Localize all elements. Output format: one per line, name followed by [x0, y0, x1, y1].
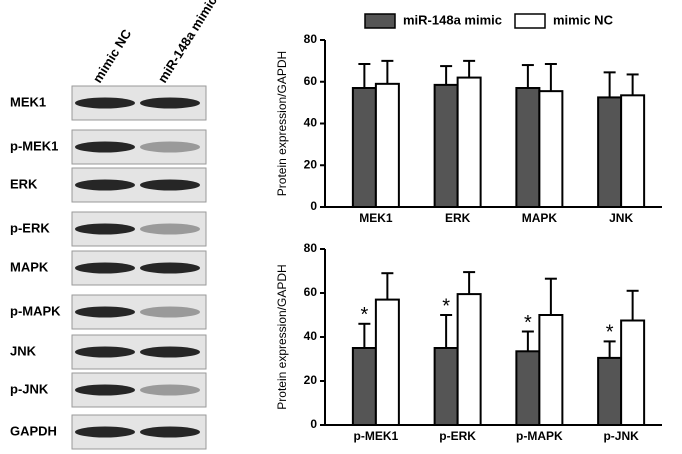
y-tick-label: 80: [304, 32, 318, 46]
y-tick-label: 0: [310, 417, 317, 431]
bar: [456, 293, 482, 426]
bar: [515, 350, 541, 426]
legend-label: miR-148a mimic: [403, 12, 502, 27]
significance-mark: *: [442, 295, 450, 317]
band: [140, 179, 200, 191]
y-tick-label: 60: [304, 285, 318, 299]
x-tick-label: p-MEK1: [354, 429, 399, 443]
bar: [433, 83, 459, 208]
x-tick-label: p-MAPK: [516, 429, 563, 443]
y-tick-label: 40: [304, 116, 318, 130]
band: [140, 223, 200, 235]
significance-mark: *: [524, 312, 532, 334]
legend-label: mimic NC: [553, 12, 614, 27]
bar: [374, 298, 400, 427]
band: [75, 306, 135, 318]
bar: [538, 90, 564, 208]
row-label: MEK1: [10, 94, 46, 109]
row-label: GAPDH: [10, 423, 57, 438]
bar: [597, 356, 623, 426]
band: [140, 426, 200, 438]
band: [75, 97, 135, 109]
y-tick-label: 20: [304, 157, 318, 171]
row-label: ERK: [10, 176, 38, 191]
western-blot: mimic NC miR-148a mimic MEK1 p-MEK1 ERK p-ERK…: [10, 0, 220, 450]
bar: [515, 87, 541, 208]
y-axis-label: Protein expression/GAPDH: [275, 264, 289, 409]
band: [75, 141, 135, 153]
band: [75, 262, 135, 274]
band: [140, 262, 200, 274]
band: [140, 384, 200, 396]
band: [75, 179, 135, 191]
bar-chart: Protein expression/GAPDH 0 20 40 60 80 MEK1 ERK…: [275, 32, 662, 225]
blot-strip: [71, 294, 207, 330]
row-label: p-MEK1: [10, 138, 58, 153]
row-label: p-ERK: [10, 220, 50, 235]
x-tick-label: ERK: [445, 211, 471, 225]
x-tick-label: p-ERK: [439, 429, 476, 443]
legend: miR-148a mimic mimic NC: [364, 12, 614, 29]
x-tick-label: MEK1: [359, 211, 393, 225]
bar: [597, 96, 623, 208]
significance-mark: *: [606, 322, 614, 344]
bar-chart: Protein expression/GAPDH 0 20 40 60 80 p-MEK1 *…: [275, 241, 662, 443]
y-tick-label: 60: [304, 74, 318, 88]
row-label: p-MAPK: [10, 303, 61, 318]
bar: [620, 94, 646, 208]
row-label: MAPK: [10, 259, 49, 274]
band: [75, 384, 135, 396]
y-tick-label: 20: [304, 373, 318, 387]
x-tick-label: p-JNK: [603, 429, 639, 443]
band: [140, 346, 200, 358]
bar: [351, 347, 377, 426]
y-axis-label: Protein expression/GAPDH: [275, 51, 289, 196]
band: [75, 346, 135, 358]
legend-swatch: [364, 13, 396, 29]
y-tick-label: 0: [310, 199, 317, 213]
bar: [456, 76, 482, 208]
column-label: miR-148a mimic: [155, 0, 220, 85]
legend-swatch: [514, 13, 546, 29]
band: [75, 426, 135, 438]
row-label: p-JNK: [10, 381, 49, 396]
band: [140, 306, 200, 318]
bar: [374, 82, 400, 208]
bar: [351, 87, 377, 208]
bar: [433, 347, 459, 426]
significance-mark: *: [360, 304, 368, 326]
bar: [620, 319, 646, 426]
band: [140, 141, 200, 153]
band: [140, 97, 200, 109]
row-label: JNK: [10, 343, 37, 358]
band: [75, 223, 135, 235]
y-tick-label: 40: [304, 329, 318, 343]
y-tick-label: 80: [304, 241, 318, 255]
x-tick-label: MAPK: [522, 211, 558, 225]
bar: [538, 314, 564, 426]
x-tick-label: JNK: [609, 211, 633, 225]
column-label: mimic NC: [90, 26, 135, 85]
